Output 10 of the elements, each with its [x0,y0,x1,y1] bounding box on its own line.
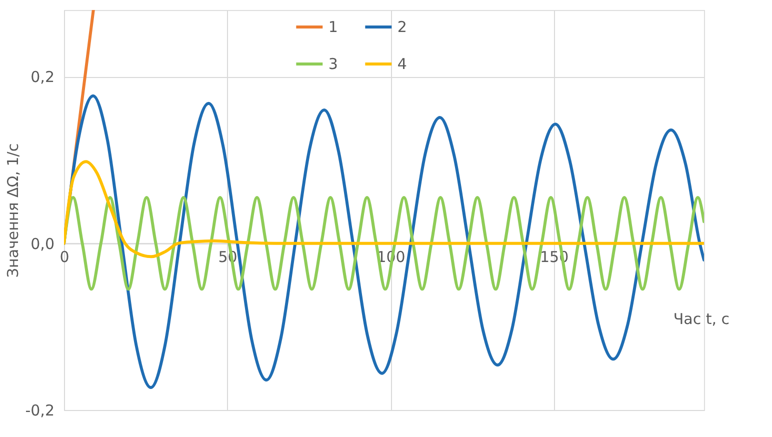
legend-label: 3 [328,55,338,73]
legend-label: 2 [397,18,407,36]
y-axis-title: Значення ΔΩ, 1/с [4,143,22,278]
y-tick-label: 0,2 [30,68,54,86]
legend-label: 1 [328,18,338,36]
x-axis-title: Час t, с [673,310,730,328]
x-tick-label: 0 [60,248,70,266]
y-tick-label: 0,0 [30,234,54,253]
y-tick-label: -0,2 [25,402,54,420]
legend-label: 4 [397,55,407,73]
